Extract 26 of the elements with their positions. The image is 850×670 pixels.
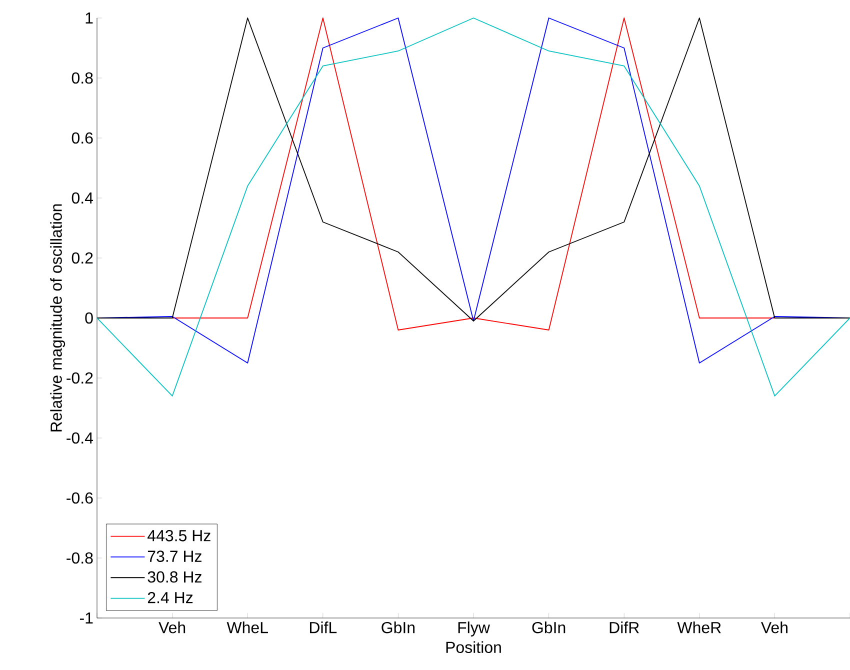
x-tick-label: WheL <box>226 622 268 634</box>
x-tick-label: GbIn <box>532 622 566 634</box>
legend-label: 30.8 Hz <box>148 571 202 583</box>
x-axis-title: Position <box>446 641 501 654</box>
y-tick-label: 0.4 <box>72 192 94 204</box>
y-tick-label: 0 <box>85 312 93 324</box>
y-tick-label: 1 <box>86 12 93 24</box>
x-tick-label: Flyw <box>458 622 490 636</box>
x-tick-label: GbIn <box>382 622 415 634</box>
y-tick-label: -0.8 <box>66 552 93 564</box>
y-tick-label: 0.8 <box>72 72 93 84</box>
y-tick-label: -0.4 <box>66 432 94 444</box>
y-tick-label: -1 <box>80 612 93 624</box>
x-tick-label: WheR <box>677 622 721 634</box>
y-tick-label: -0.6 <box>66 492 93 504</box>
x-tick-label: DifR <box>610 622 639 634</box>
x-tick-label: Veh <box>158 622 186 634</box>
legend-label: 73.7 Hz <box>148 550 202 562</box>
y-axis-title: Relative magnitude of oscillation <box>50 204 66 432</box>
y-tick-label: -0.2 <box>66 372 93 384</box>
y-tick-label: 0.2 <box>72 252 93 264</box>
legend-label: 443.5 Hz <box>148 530 210 542</box>
y-tick-label: 0.6 <box>72 132 93 144</box>
x-tick-label: Veh <box>760 622 788 634</box>
legend-label: 2.4 Hz <box>148 592 193 604</box>
x-tick-label: DifL <box>310 622 337 634</box>
